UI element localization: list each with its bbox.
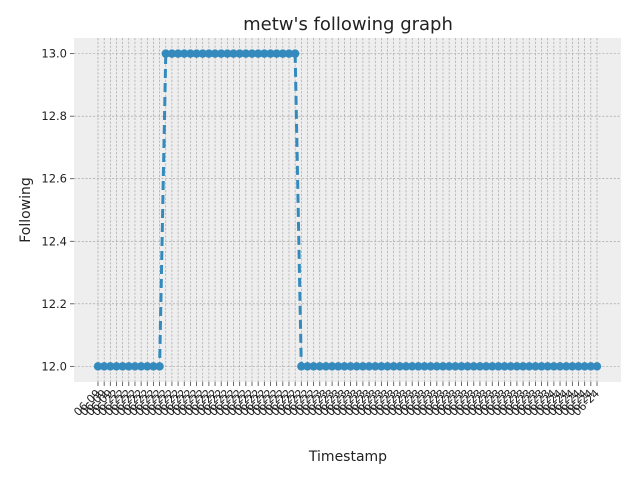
data-point — [401, 362, 411, 371]
data-point — [407, 362, 417, 371]
data-point — [432, 362, 442, 371]
data-point — [457, 362, 466, 371]
y-axis-ticks: 12.0 12.2 12.4 12.6 12.8 13.0 — [41, 47, 74, 373]
data-point — [574, 362, 583, 371]
data-point — [586, 362, 596, 371]
data-point — [180, 49, 189, 58]
data-point — [118, 362, 127, 371]
data-point — [223, 49, 232, 58]
data-point — [531, 362, 540, 371]
plot-area — [74, 38, 621, 382]
data-point — [395, 362, 405, 371]
data-point — [340, 362, 349, 371]
data-point — [420, 362, 429, 371]
x-axis-ticks: 06-0906-0906-0906-2206-2206-2206-2206-22… — [71, 382, 602, 419]
data-point — [247, 49, 257, 58]
data-point — [266, 49, 275, 58]
data-point — [475, 362, 485, 371]
data-point — [451, 362, 460, 371]
data-point — [167, 49, 177, 58]
data-point — [186, 49, 195, 58]
data-point — [112, 362, 121, 371]
data-point — [383, 362, 392, 371]
y-tick-label: 12.4 — [41, 234, 67, 248]
x-axis-label: Timestamp — [308, 449, 387, 465]
data-point — [561, 362, 571, 371]
data-point — [592, 362, 602, 371]
data-point — [414, 362, 423, 371]
data-point — [352, 362, 361, 371]
data-point — [253, 49, 263, 58]
data-point — [155, 362, 164, 371]
data-point — [192, 49, 201, 58]
y-tick-label: 12.8 — [41, 109, 67, 123]
data-point — [321, 362, 331, 371]
data-point — [198, 49, 207, 58]
data-point — [481, 362, 491, 371]
data-point — [143, 362, 152, 371]
y-tick-label: 12.2 — [41, 297, 67, 311]
data-point — [389, 362, 398, 371]
data-point — [543, 362, 552, 371]
data-point — [525, 362, 534, 371]
data-point — [500, 362, 509, 371]
data-point — [334, 362, 343, 371]
data-point — [463, 362, 472, 371]
data-point — [99, 362, 109, 371]
data-point — [506, 362, 515, 371]
series-layer — [93, 49, 602, 371]
data-point — [290, 49, 300, 58]
data-point — [235, 49, 244, 58]
y-tick-label: 12.6 — [41, 172, 67, 186]
data-point — [549, 362, 559, 371]
data-point — [568, 362, 577, 371]
data-point — [217, 49, 226, 58]
data-point — [488, 362, 497, 371]
data-point — [106, 362, 115, 371]
data-point — [297, 362, 306, 371]
data-point — [130, 362, 140, 371]
data-point — [241, 49, 251, 58]
chart-title: metw's following graph — [243, 14, 453, 35]
data-point — [537, 362, 546, 371]
data-point — [136, 362, 146, 371]
data-point — [260, 49, 269, 58]
data-point — [309, 362, 318, 371]
data-point — [444, 362, 454, 371]
data-point — [364, 362, 374, 371]
data-point — [93, 362, 103, 371]
grid — [74, 38, 621, 382]
data-point — [377, 362, 386, 371]
data-point — [284, 49, 294, 58]
data-point — [315, 362, 324, 371]
data-point — [555, 362, 565, 371]
data-point — [272, 49, 281, 58]
data-point — [358, 362, 368, 371]
data-point — [161, 49, 170, 58]
y-tick-label: 12.0 — [41, 359, 67, 373]
data-point — [149, 362, 158, 371]
y-tick-label: 13.0 — [41, 47, 67, 61]
data-point — [346, 362, 355, 371]
data-point — [303, 362, 312, 371]
data-point — [210, 49, 220, 58]
data-point — [173, 49, 183, 58]
data-point — [580, 362, 589, 371]
data-point — [327, 362, 337, 371]
data-point — [204, 49, 214, 58]
data-point — [469, 362, 478, 371]
data-point — [278, 49, 288, 58]
data-point — [229, 49, 238, 58]
data-point — [371, 362, 380, 371]
data-point — [438, 362, 448, 371]
data-point — [494, 362, 503, 371]
data-point — [518, 362, 528, 371]
data-point — [426, 362, 435, 371]
y-axis-label: Following — [18, 177, 34, 243]
data-point — [512, 362, 522, 371]
data-point — [124, 362, 134, 371]
